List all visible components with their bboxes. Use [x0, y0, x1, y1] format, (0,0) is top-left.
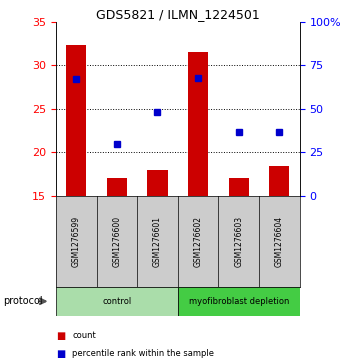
Text: ■: ■ — [56, 331, 65, 341]
Bar — [147, 170, 168, 196]
Text: GSM1276601: GSM1276601 — [153, 216, 162, 267]
Bar — [56, 287, 178, 316]
Text: GSM1276600: GSM1276600 — [112, 216, 121, 267]
Text: control: control — [102, 297, 131, 306]
Bar — [229, 178, 249, 196]
Text: ■: ■ — [56, 349, 65, 359]
Bar — [269, 166, 290, 196]
Bar — [178, 287, 300, 316]
Bar — [107, 178, 127, 196]
Title: GDS5821 / ILMN_1224501: GDS5821 / ILMN_1224501 — [96, 8, 260, 21]
Bar — [66, 45, 86, 196]
Text: GSM1276602: GSM1276602 — [193, 216, 203, 267]
Text: protocol: protocol — [4, 296, 43, 306]
Text: percentile rank within the sample: percentile rank within the sample — [72, 350, 214, 358]
Text: count: count — [72, 331, 96, 340]
Text: GSM1276599: GSM1276599 — [72, 216, 81, 267]
Text: GSM1276604: GSM1276604 — [275, 216, 284, 267]
Bar — [188, 52, 208, 196]
Text: GSM1276603: GSM1276603 — [234, 216, 243, 267]
Text: myofibroblast depletion: myofibroblast depletion — [188, 297, 289, 306]
